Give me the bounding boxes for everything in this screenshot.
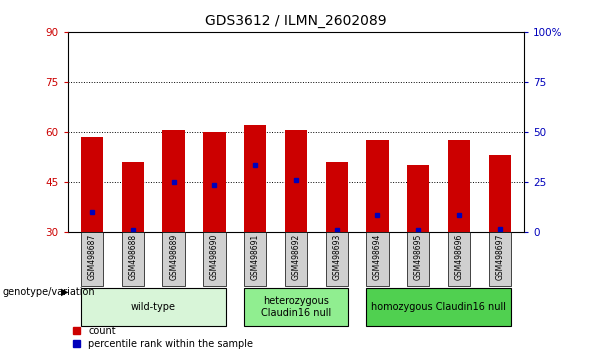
Bar [488, 155, 511, 232]
Text: GSM498695: GSM498695 [413, 234, 423, 280]
Bar [81, 288, 226, 326]
Bar [203, 232, 226, 286]
Title: GDS3612 / ILMN_2602089: GDS3612 / ILMN_2602089 [205, 14, 387, 28]
Text: GSM498696: GSM498696 [455, 234, 464, 280]
Text: heterozygous
Claudin16 null: heterozygous Claudin16 null [261, 296, 331, 318]
Bar [203, 132, 226, 232]
Text: GSM498688: GSM498688 [128, 234, 137, 280]
Bar [122, 162, 144, 232]
Bar [244, 232, 266, 286]
Bar [407, 165, 429, 232]
Text: GSM498693: GSM498693 [332, 234, 341, 280]
Bar [366, 232, 389, 286]
Text: wild-type: wild-type [131, 302, 176, 312]
Bar [366, 288, 511, 326]
Bar [81, 232, 104, 286]
Text: genotype/variation: genotype/variation [3, 287, 95, 297]
Bar [366, 140, 389, 232]
Text: GSM498691: GSM498691 [251, 234, 260, 280]
Bar [407, 232, 429, 286]
Bar [326, 162, 348, 232]
Bar [163, 130, 185, 232]
Text: homozygous Claudin16 null: homozygous Claudin16 null [371, 302, 506, 312]
Bar [326, 232, 348, 286]
Text: GSM498689: GSM498689 [169, 234, 178, 280]
Text: GSM498687: GSM498687 [88, 234, 97, 280]
Bar [284, 130, 307, 232]
Legend: count, percentile rank within the sample: count, percentile rank within the sample [72, 326, 253, 349]
Bar [448, 140, 470, 232]
Text: GSM498690: GSM498690 [210, 234, 219, 280]
Bar [244, 288, 348, 326]
Text: ▶: ▶ [61, 287, 68, 297]
Bar [244, 125, 266, 232]
Bar [284, 232, 307, 286]
Text: GSM498697: GSM498697 [495, 234, 504, 280]
Bar [448, 232, 470, 286]
Bar [122, 232, 144, 286]
Text: GSM498694: GSM498694 [373, 234, 382, 280]
Bar [81, 137, 104, 232]
Bar [488, 232, 511, 286]
Text: GSM498692: GSM498692 [292, 234, 300, 280]
Bar [163, 232, 185, 286]
